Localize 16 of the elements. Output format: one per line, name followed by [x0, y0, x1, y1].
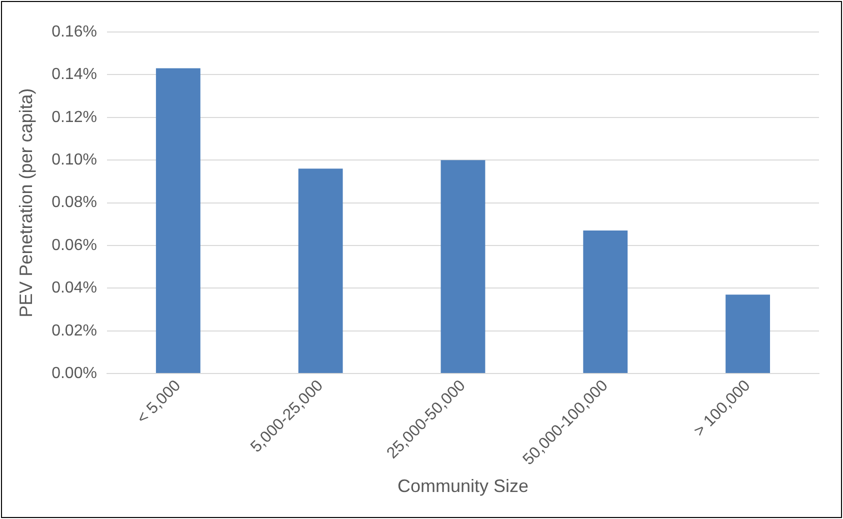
bar	[583, 230, 628, 374]
y-tick-label: 0.00%	[52, 364, 97, 382]
bar	[298, 168, 343, 374]
bar	[440, 160, 486, 374]
y-tick-label: 0.12%	[52, 108, 97, 126]
y-tick-label: 0.02%	[52, 322, 97, 340]
y-tick-label: 0.06%	[52, 236, 97, 254]
y-tick-label: 0.04%	[52, 280, 97, 297]
y-tick-label: 0.16%	[52, 23, 97, 40]
y-tick-label: 0.14%	[52, 66, 97, 84]
bar	[156, 68, 200, 374]
x-axis-title: Community Size	[397, 476, 529, 496]
bar	[726, 294, 770, 374]
y-tick-label: 0.10%	[52, 151, 97, 168]
y-tick-label: 0.08%	[52, 194, 97, 212]
y-axis-title: PEV Penetration (per capita)	[16, 88, 36, 318]
